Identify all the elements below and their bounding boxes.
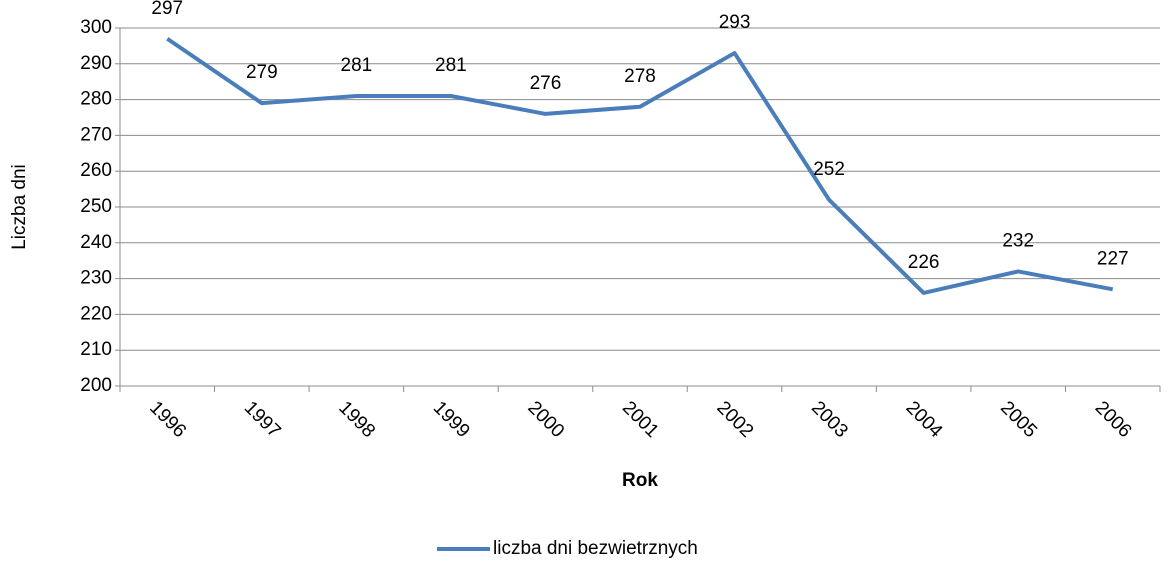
- data-label: 227: [1097, 248, 1129, 269]
- data-label: 281: [435, 55, 467, 76]
- legend-label: liczba dni bezwietrznych: [493, 538, 698, 559]
- x-tick-label: 2000: [523, 397, 568, 442]
- x-tick-label: 2006: [1091, 397, 1136, 442]
- data-label: 293: [719, 12, 751, 33]
- x-tick-label: 1998: [334, 397, 379, 442]
- x-tick-label: 1999: [429, 397, 474, 442]
- x-tick-label: 1996: [145, 397, 190, 442]
- x-axis-title: Rok: [622, 470, 658, 491]
- data-label: 276: [530, 73, 562, 94]
- x-tick-label: 1997: [240, 397, 285, 442]
- x-tick-label: 2003: [807, 397, 852, 442]
- y-tick-label: 230: [80, 268, 112, 289]
- y-tick-label: 270: [80, 124, 112, 145]
- y-tick-label: 250: [80, 196, 112, 217]
- data-label: 232: [1002, 230, 1034, 251]
- line: [166, 37, 1114, 295]
- data-label: 279: [246, 62, 278, 83]
- y-tick-label: 300: [80, 17, 112, 38]
- y-tick-label: 240: [80, 232, 112, 253]
- x-tick-label: 2001: [618, 397, 663, 442]
- data-label: 297: [151, 0, 183, 19]
- data-label: 278: [624, 66, 656, 87]
- y-tick-label: 280: [80, 89, 112, 110]
- data-label: 226: [908, 252, 940, 273]
- x-tick-label: 2002: [713, 397, 758, 442]
- x-tick-label: 2005: [996, 397, 1041, 442]
- y-tick-label: 290: [80, 53, 112, 74]
- y-axis-title: Liczba dni: [9, 164, 30, 250]
- y-tick-label: 210: [80, 339, 112, 360]
- y-tick-label: 220: [80, 303, 112, 324]
- data-label: 252: [813, 159, 845, 180]
- x-tick-label: 2004: [902, 397, 947, 442]
- y-tick-label: 260: [80, 160, 112, 181]
- y-tick-label: 200: [80, 375, 112, 396]
- data-label: 281: [341, 55, 373, 76]
